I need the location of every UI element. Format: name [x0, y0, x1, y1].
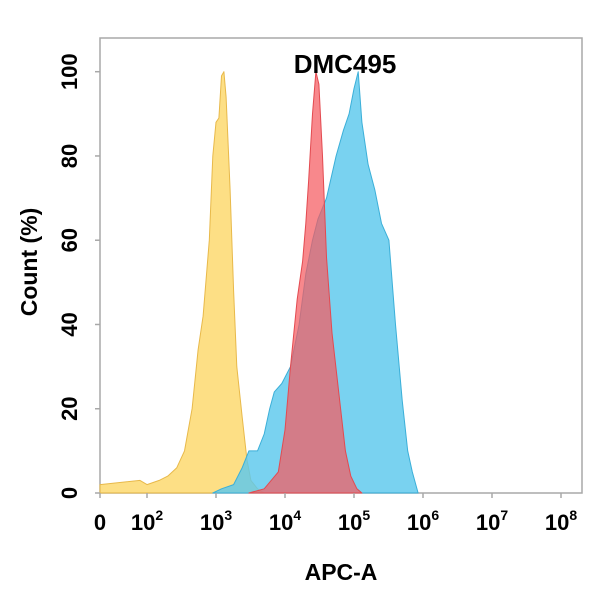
- histogram-series-3: [248, 71, 363, 494]
- x-tick-label: 107: [476, 507, 508, 535]
- y-tick-label: 100: [57, 53, 82, 90]
- x-tick-exponent: 3: [224, 507, 232, 523]
- x-tick-exponent: 7: [500, 507, 508, 523]
- x-tick-base: 10: [476, 510, 500, 535]
- x-tick-base: 10: [269, 510, 293, 535]
- x-tick-base: 10: [200, 510, 224, 535]
- y-tick-label: 80: [57, 144, 82, 168]
- x-tick-base: 0: [94, 510, 106, 535]
- x-tick-label: 108: [545, 507, 577, 535]
- x-tick-label: 106: [407, 507, 439, 535]
- x-tick-exponent: 6: [431, 507, 439, 523]
- x-tick-exponent: 5: [362, 507, 370, 523]
- x-tick-layer: 0 102 103 104 105 106 107 108: [94, 493, 577, 535]
- chart-title: DMC495: [294, 49, 397, 79]
- x-tick-base: 10: [338, 510, 362, 535]
- y-tick-label: 0: [57, 487, 82, 499]
- y-tick-layer: 0 20 40 60 80 100: [57, 53, 100, 499]
- y-tick-label: 40: [57, 312, 82, 336]
- x-tick-label: 102: [131, 507, 163, 535]
- x-tick-exponent: 2: [155, 507, 163, 523]
- series-layer: [99, 71, 419, 494]
- y-tick-label: 60: [57, 228, 82, 252]
- x-tick-label: 103: [200, 507, 232, 535]
- y-axis-label: Count (%): [16, 208, 42, 317]
- x-tick-label: 105: [338, 507, 370, 535]
- x-tick-base: 10: [545, 510, 569, 535]
- x-tick-base: 10: [131, 510, 155, 535]
- x-tick-exponent: 8: [569, 507, 577, 523]
- x-tick-base: 10: [407, 510, 431, 535]
- y-tick-label: 20: [57, 396, 82, 420]
- histogram-series-1: [99, 71, 265, 494]
- x-tick-label: 104: [269, 507, 301, 535]
- x-axis-label: APC-A: [305, 559, 378, 585]
- x-tick-exponent: 4: [293, 507, 301, 523]
- x-tick-label: 0: [94, 510, 106, 535]
